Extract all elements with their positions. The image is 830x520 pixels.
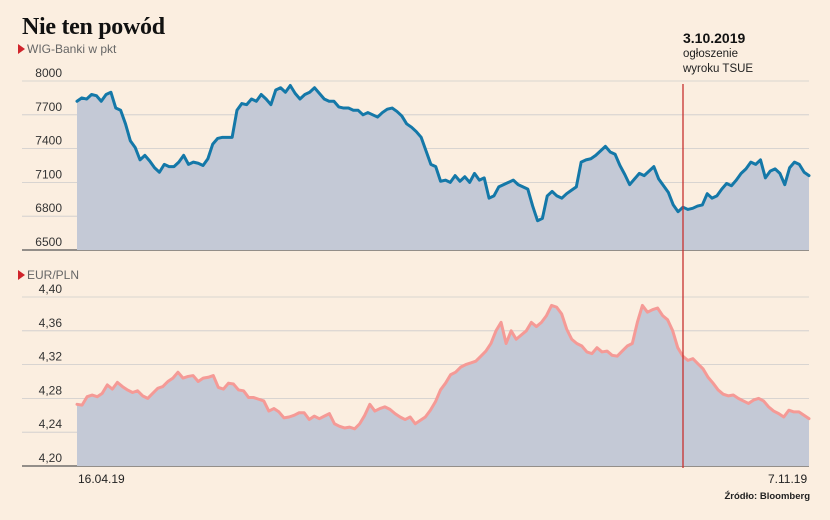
wig-ytick-label: 7100 [35, 167, 62, 181]
annotation-line2: wyroku TSUE [683, 63, 754, 75]
wig-subtitle: WIG-Banki w pkt [18, 42, 116, 56]
eur-ytick-label: 4,24 [39, 417, 63, 431]
wig-area [77, 85, 809, 250]
red-triangle-icon [18, 44, 25, 54]
eur-subtitle-text: EUR/PLN [27, 268, 80, 282]
x-end-label: 7.11.19 [768, 472, 808, 486]
wig-ytick-label: 7700 [35, 100, 62, 114]
eur-ytick-label: 4,36 [39, 316, 63, 330]
wig-subtitle-text: WIG-Banki w pkt [27, 42, 117, 56]
eur-ytick-label: 4,32 [39, 350, 63, 364]
eur-series-line [75, 303, 811, 431]
wig-series-line [75, 84, 811, 223]
eur-area [77, 305, 809, 466]
annotation-text: ogłoszenie wyroku TSUE [683, 47, 783, 77]
source-label: Źródło: Bloomberg [724, 491, 811, 502]
wig-ytick-label: 7400 [35, 134, 62, 148]
eur-ytick-label: 4,28 [39, 383, 63, 397]
eur-subtitle: EUR/PLN [18, 268, 79, 282]
chart-title: Nie ten powód [22, 14, 165, 40]
wig-ytick-label: 6500 [35, 235, 62, 249]
eur-ytick-label: 4,20 [39, 451, 63, 465]
red-triangle-icon [18, 270, 25, 280]
eur-ytick-label: 4,40 [39, 282, 63, 296]
wig-ytick-label: 8000 [35, 66, 62, 80]
wig-ytick-label: 6800 [35, 201, 62, 215]
annotation-line1: ogłoszenie [683, 48, 738, 60]
x-start-label: 16.04.19 [78, 472, 125, 486]
annotation-date: 3.10.2019 [683, 30, 746, 46]
